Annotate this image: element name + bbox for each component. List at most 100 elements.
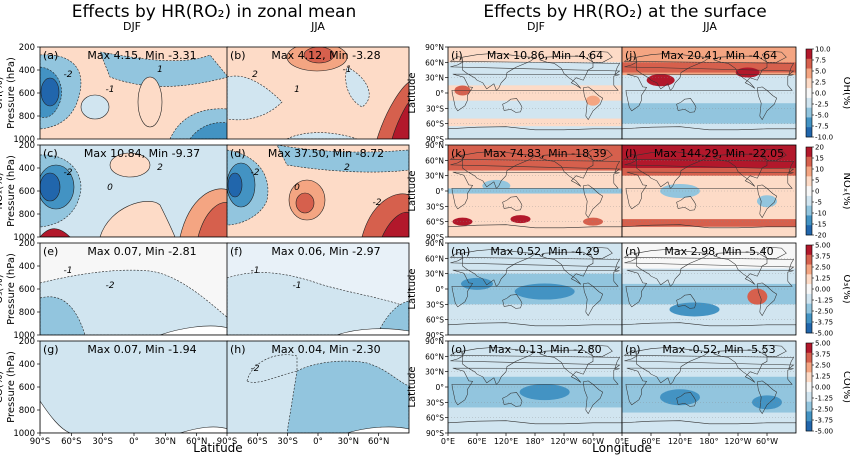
- y-tick-label: 30°N: [425, 172, 444, 181]
- coastline: [622, 126, 796, 139]
- colorbar-tick-label: -5.00: [815, 428, 833, 436]
- y-tick-label: 0°: [435, 187, 444, 196]
- panel-f: -1 -1 (f) Max 0.06, Min -2.97: [226, 242, 410, 336]
- field-contour: [227, 172, 243, 198]
- coastline: [449, 252, 621, 272]
- colorbar-tick-label: -5.00: [815, 330, 833, 338]
- panel-frame: [621, 242, 797, 336]
- coastline: [502, 98, 523, 113]
- coastline: [449, 154, 621, 174]
- field-patch: [757, 195, 777, 208]
- panel-stats: Max 4.12, Min -3.28: [271, 49, 380, 62]
- coastline: [625, 171, 794, 210]
- panel-b: 2 1 -1 (b) Max 4.12, Min -3.28: [226, 46, 410, 140]
- colorbar-tick-label: 2.50: [815, 362, 831, 370]
- field-contour: [391, 101, 409, 139]
- panel-letter: (o): [451, 343, 466, 356]
- colorbar-segment: [806, 88, 812, 99]
- contour-label: -2: [251, 168, 260, 178]
- field-contour: [346, 426, 409, 433]
- field-contour: [197, 202, 228, 237]
- coastline: [502, 196, 523, 211]
- panel-c: -2 0 2 (c) Max 10.84, Min -9.37 200 400 600 800 1…: [0, 141, 229, 243]
- panel-frame: [621, 144, 797, 238]
- x-tick-label: 30°S: [277, 437, 297, 447]
- colorbar-tick-label: 1.25: [815, 373, 831, 381]
- panel-e: -1 -2 (e) Max 0.07, Min -2.81 200 400 600 800 10…: [0, 239, 229, 341]
- season-label-left-jja: JJA: [310, 20, 325, 33]
- y-tick-label: 800: [19, 210, 35, 220]
- left-title: Effects by HR(RO₂) in zonal mean: [72, 2, 356, 22]
- y-tick-label: 90°N: [425, 43, 444, 52]
- colorbar-l: 20 15 10 5 0 -5 -10 -15 -20 NOₓ(%): [805, 144, 850, 240]
- colorbar-tick-label: 2.5: [815, 79, 826, 87]
- colorbar-tick-label: 5.0: [815, 68, 826, 76]
- colorbar-tick-label: -10.0: [815, 134, 833, 142]
- coastline: [587, 148, 613, 161]
- field-contour: [40, 77, 60, 107]
- coastline: [636, 150, 710, 189]
- colorbar-segment: [806, 245, 812, 256]
- panel-stats: Max 0.06, Min -2.97: [271, 245, 380, 258]
- season-label-right-jja: JJA: [702, 20, 717, 33]
- season-label-left-djf: DJF: [123, 20, 141, 33]
- field-band: [448, 118, 622, 127]
- coastline: [451, 73, 620, 112]
- y-tick-label: 0°: [435, 383, 444, 392]
- coastline: [539, 55, 594, 89]
- coastline: [582, 282, 604, 317]
- coastline: [636, 346, 710, 385]
- colorbar-segment: [806, 156, 812, 167]
- y-tick-label: 60°S: [426, 316, 444, 325]
- coastline: [623, 252, 795, 272]
- coastline: [462, 150, 536, 189]
- coastline: [713, 153, 768, 187]
- contour-label: 2: [344, 163, 350, 173]
- x-tick-label: 60°S: [247, 437, 267, 447]
- field-patch: [646, 74, 675, 87]
- colorbar-p: 5.00 3.75 2.50 1.25 0.00 -1.25 -2.50 -3.75 -5.00…: [805, 340, 850, 436]
- panel-stats: Max 74.83, Min -18.39: [483, 147, 606, 160]
- field-contour: [80, 94, 110, 120]
- field-patch: [510, 215, 531, 224]
- colorbar-tick-label: -1.25: [815, 395, 833, 403]
- x-tick-label: 90°S: [217, 437, 237, 447]
- colorbar-segment: [806, 293, 812, 304]
- colorbar-label: O₃(%): [841, 274, 850, 303]
- y-tick-label: 90°N: [425, 141, 444, 150]
- panel-a: -2 -1 1 (a) Max 4.15, Min -3.31 200 400 600 800 1…: [0, 43, 229, 145]
- panel-field: [448, 341, 622, 433]
- panel-stats: Max 4.15, Min -3.31: [87, 49, 196, 62]
- colorbar-label: NOₓ(%): [841, 172, 850, 209]
- coastline: [623, 154, 795, 174]
- y-tick-label: 30°N: [425, 368, 444, 377]
- coastline: [587, 50, 613, 63]
- colorbar-segment: [806, 254, 812, 265]
- contour-label: -2: [106, 281, 115, 291]
- panel-letter: (a): [43, 49, 58, 62]
- field-patch: [586, 95, 600, 106]
- colorbar-segment: [806, 215, 812, 226]
- right-xlabel: Longitude: [592, 441, 652, 455]
- panel-letter: (e): [43, 245, 58, 258]
- coastline: [756, 282, 778, 317]
- panel-field: [622, 145, 796, 237]
- colorbar-segment: [806, 362, 812, 373]
- coastline: [622, 224, 796, 237]
- y-axis-label: Pressure (hPa): [6, 155, 17, 227]
- panel-h: -2 (h) Max 0.04, Min -2.30 90°S 60°S 30°S 0° 30…: [217, 340, 410, 447]
- panel-field: [622, 243, 796, 335]
- contour-label: -2: [251, 364, 260, 374]
- coastline: [622, 420, 796, 433]
- coastline: [625, 367, 794, 406]
- coastline: [756, 86, 778, 121]
- colorbar-segment: [806, 264, 812, 275]
- field-contour: [40, 296, 86, 335]
- panel-letter: (f): [230, 245, 242, 258]
- contour-label: -1: [106, 85, 115, 95]
- field-contour: [99, 201, 176, 237]
- panels: -2-11(a) Max 4.15, Min -3.312004006008001…: [0, 43, 850, 447]
- panel-stats: Max 0.07, Min -1.94: [87, 343, 196, 356]
- colorbar-tick-label: 5.00: [815, 242, 831, 250]
- row-species-label: OH(%): [0, 77, 5, 110]
